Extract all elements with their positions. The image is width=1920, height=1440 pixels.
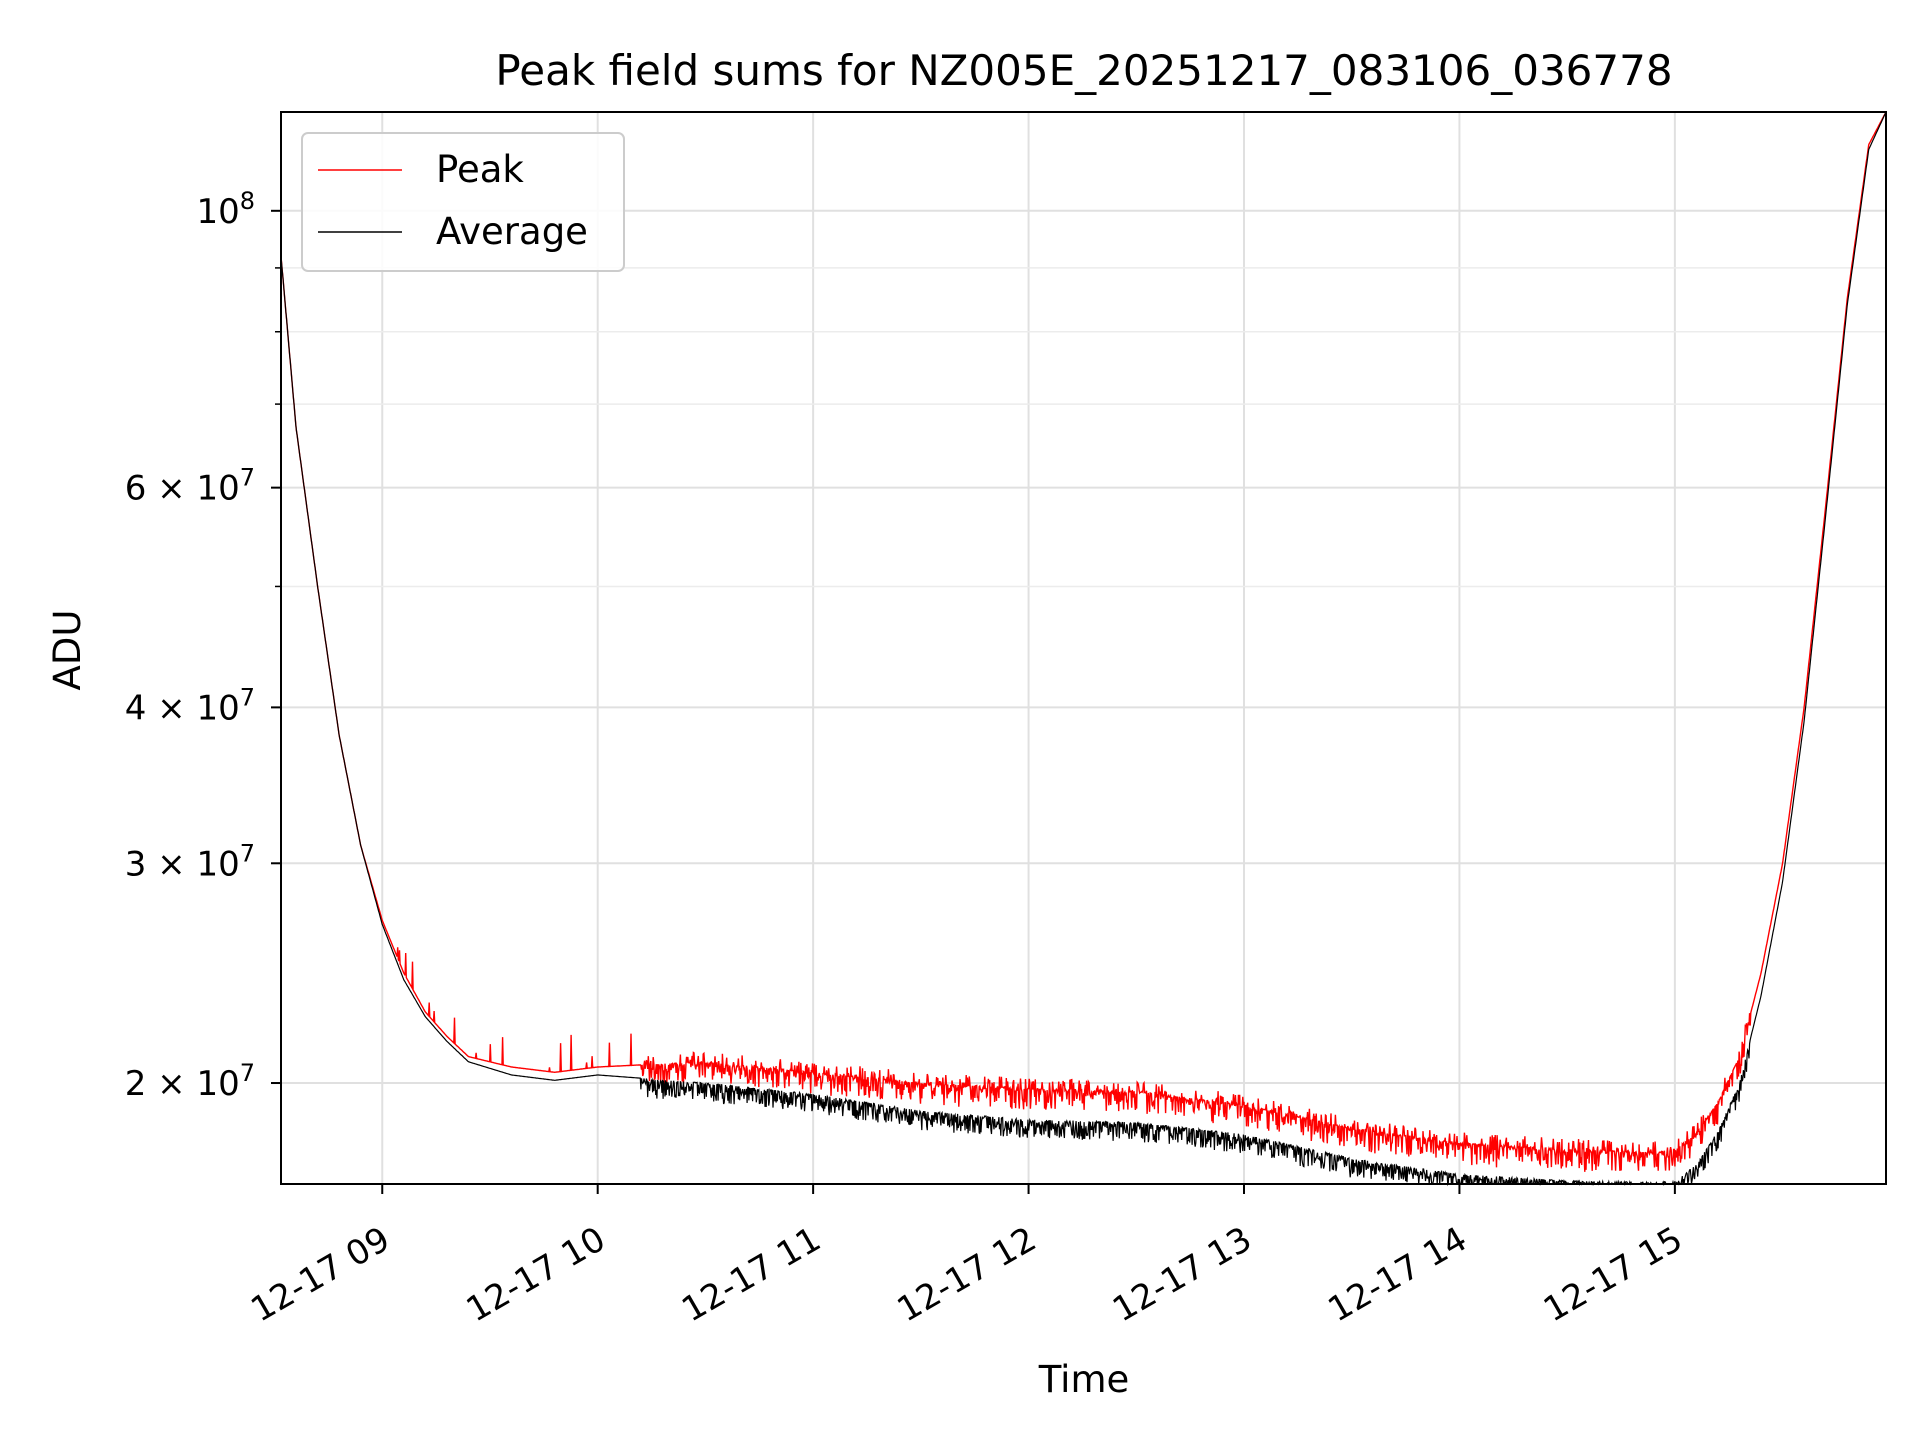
series-line-peak	[280, 111, 1887, 1172]
series-layer	[280, 111, 1887, 1187]
legend-box	[301, 132, 625, 272]
legend-label-peak: Peak	[436, 148, 524, 191]
chart-title: Peak field sums for NZ005E_20251217_0831…	[495, 46, 1672, 95]
y-tick-label: 2 × 107	[125, 1059, 255, 1104]
legend-label-average: Average	[436, 210, 588, 253]
y-tick-label: 108	[196, 187, 255, 232]
y-axis-label: ADU	[46, 610, 89, 691]
y-tick-label: 4 × 107	[125, 683, 255, 728]
x-axis-label: Time	[1038, 1358, 1130, 1401]
series-line-average	[280, 111, 1887, 1187]
y-tick-label: 3 × 107	[125, 839, 255, 884]
grid-layer	[281, 112, 1886, 1184]
y-tick-label: 6 × 107	[125, 464, 255, 509]
legend: Peak Average	[301, 132, 625, 272]
plot-area-frame	[280, 111, 1887, 1185]
